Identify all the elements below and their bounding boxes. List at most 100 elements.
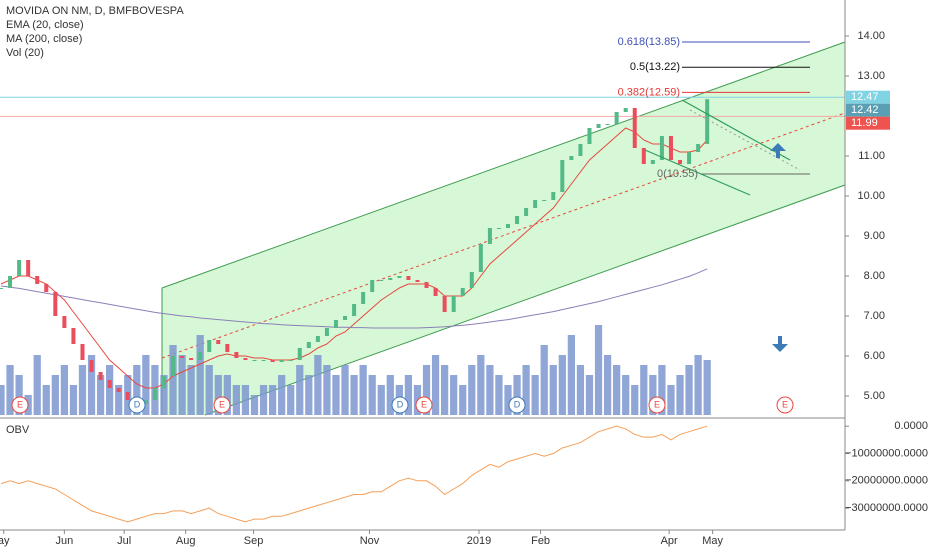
y2-tick-label: −20000000.0000 xyxy=(845,475,928,487)
candle xyxy=(641,148,646,164)
x-tick-label: Apr xyxy=(661,535,678,547)
candle xyxy=(352,304,357,316)
event-marker xyxy=(648,396,666,414)
volume-bar xyxy=(350,375,358,415)
candle xyxy=(542,200,547,201)
candle xyxy=(388,278,393,280)
candle xyxy=(696,144,701,152)
x-tick-label: Jun xyxy=(56,535,74,547)
y-tick-label: 13.00 xyxy=(857,70,885,82)
x-tick-label: Aug xyxy=(176,535,196,547)
x-tick-label: Sep xyxy=(244,535,264,547)
candle xyxy=(143,400,148,404)
price-tag-label: 12.47 xyxy=(851,91,879,103)
candle xyxy=(632,108,637,148)
candle xyxy=(180,356,185,358)
y-tick-label: 10.00 xyxy=(857,190,885,202)
event-label: E xyxy=(654,399,660,409)
volume-bar xyxy=(205,365,213,415)
candle xyxy=(26,260,31,276)
volume-bar xyxy=(486,365,494,415)
volume-bar xyxy=(323,365,331,415)
volume-bar xyxy=(96,375,105,415)
volume-bar xyxy=(622,375,630,415)
candle xyxy=(297,348,302,360)
volume-bar xyxy=(459,385,467,415)
price-tag xyxy=(846,103,890,117)
event-label: D xyxy=(397,399,404,409)
candle xyxy=(343,316,348,320)
volume-bar xyxy=(667,385,675,415)
volume-bar xyxy=(540,345,548,415)
candle xyxy=(189,358,194,360)
candle xyxy=(324,328,329,336)
volume-bar xyxy=(69,385,78,415)
volume-bar xyxy=(259,385,268,415)
candle xyxy=(80,344,85,360)
volume-bar xyxy=(431,355,440,415)
candle xyxy=(524,208,529,216)
volume-bar xyxy=(576,365,585,415)
volume-bar xyxy=(15,375,23,415)
candle xyxy=(279,360,284,362)
candle xyxy=(659,136,664,160)
volume-bar xyxy=(169,345,177,415)
event-label: E xyxy=(782,399,788,409)
candle xyxy=(614,112,619,124)
candle xyxy=(8,276,13,288)
volume-bar xyxy=(332,375,340,415)
y-tick-label: 9.00 xyxy=(864,230,885,242)
volume-bar xyxy=(78,365,87,415)
legend-entry: EMA (20, close) xyxy=(6,19,84,31)
candle xyxy=(478,244,483,272)
volume-bar xyxy=(658,365,666,415)
volume-bar xyxy=(404,375,413,415)
event-label: E xyxy=(219,399,225,409)
candle xyxy=(270,360,275,362)
wedge-guide xyxy=(689,109,801,171)
volume-bar xyxy=(450,375,458,415)
arrow-up xyxy=(770,143,786,158)
volume-bar xyxy=(640,365,648,415)
candle xyxy=(207,340,212,352)
candle xyxy=(225,344,230,352)
y-tick-label: 7.00 xyxy=(864,310,885,322)
event-marker xyxy=(508,396,526,414)
channel-upper xyxy=(161,41,846,289)
chart-title: MOVIDA ON NM, D, BMFBOVESPA xyxy=(6,5,184,17)
candle xyxy=(569,156,574,160)
candle xyxy=(469,272,474,288)
volume-bar xyxy=(178,355,186,415)
price-tag xyxy=(846,90,890,104)
volume-bar xyxy=(33,355,41,415)
y-tick-label: 11.00 xyxy=(858,150,885,162)
candle xyxy=(487,228,492,244)
candle xyxy=(578,144,583,156)
volume-bar xyxy=(278,375,286,415)
volume-bar xyxy=(649,375,657,415)
regression-channel xyxy=(162,42,845,415)
volume-bar xyxy=(0,385,5,415)
candle xyxy=(551,192,556,200)
volume-bar xyxy=(60,365,68,415)
channel-mid xyxy=(161,112,846,359)
volume-bar xyxy=(51,375,59,415)
x-tick-label: ay xyxy=(0,535,10,547)
candle xyxy=(125,392,130,400)
candle xyxy=(623,108,628,112)
x-tick-label: Jul xyxy=(117,535,131,547)
candle xyxy=(596,124,601,128)
volume-bar xyxy=(422,365,431,415)
candle xyxy=(587,128,592,144)
volume-bar xyxy=(603,355,612,415)
volume-bar xyxy=(685,365,693,415)
candle xyxy=(406,276,411,280)
x-tick-label: 2019 xyxy=(467,535,491,547)
price-tag xyxy=(846,116,890,130)
candle xyxy=(315,336,320,342)
candle xyxy=(53,292,58,316)
event-marker xyxy=(391,396,409,414)
y2-tick-label: −30000000.0000 xyxy=(845,502,928,514)
volume-bar xyxy=(386,375,394,415)
legend-entry: MA (200, close) xyxy=(6,33,82,45)
